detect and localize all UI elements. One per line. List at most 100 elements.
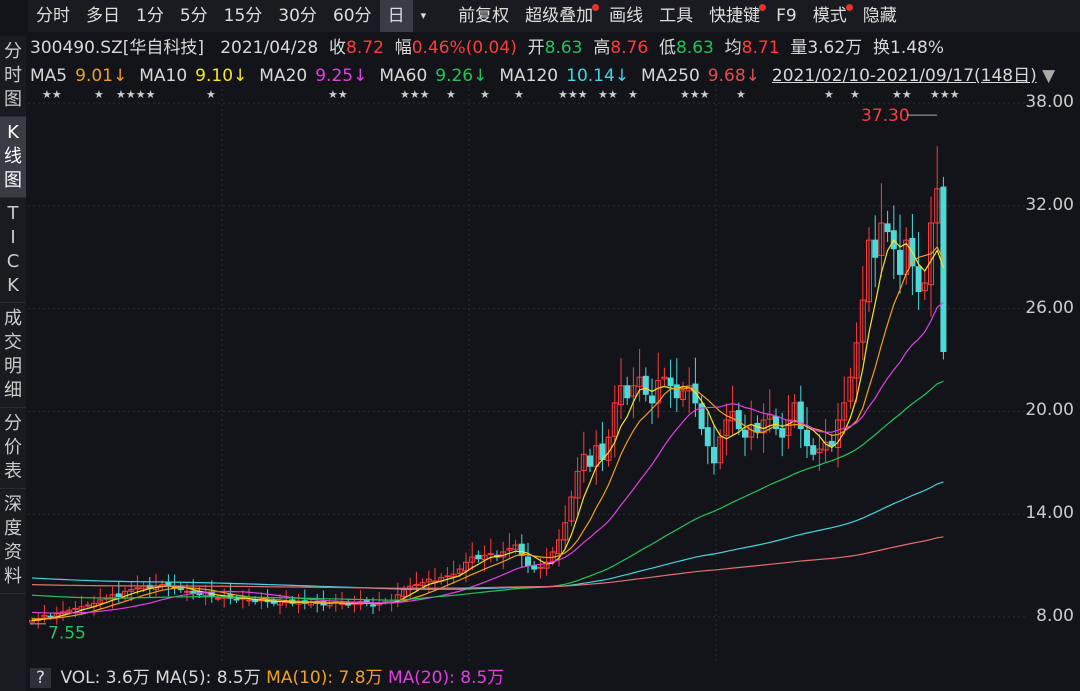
candle-body — [822, 441, 829, 451]
ma-value: 10.14↓ — [566, 66, 630, 86]
candle-body — [760, 419, 767, 434]
candle-body — [636, 376, 643, 388]
event-star-icon: ★★ — [598, 88, 618, 101]
stock-info-row: 300490.SZ[华自科技] 2021/04/28 收8.72 幅0.46%(… — [30, 33, 944, 58]
candle-body — [847, 376, 854, 402]
candle-body — [934, 188, 941, 224]
candle-body — [574, 470, 581, 499]
toolbar-item[interactable]: 模式 — [805, 0, 855, 32]
candle-body — [475, 554, 482, 560]
candle-body — [680, 390, 686, 400]
candle-body — [531, 565, 538, 570]
toolbar-item[interactable]: 分时 — [36, 6, 70, 26]
toolbar-item[interactable]: 前复权 — [458, 6, 510, 26]
kline-chart[interactable]: 37.307.55★★ ★ ★★★★ ★ ★★ ★★★ ★ ★ ★ ★★★ ★★ ★ ★★★ ★ ★ ★ ★★ ★… — [28, 84, 1080, 662]
event-star-icon: ★★★ — [930, 88, 960, 101]
vol-value: 3.62万 — [807, 38, 863, 58]
avg-value: 8.71 — [741, 38, 780, 58]
toolbar-item[interactable]: 15分 — [223, 6, 263, 26]
change-label: 幅 — [394, 38, 412, 58]
candle-body — [97, 599, 104, 604]
candle-body — [897, 249, 903, 275]
event-star-icon: ★★★ — [680, 88, 710, 101]
event-star-icon: ★ — [514, 88, 524, 101]
ma-name: MA250 — [641, 66, 700, 86]
toolbar-item[interactable]: 快捷键 — [701, 0, 768, 32]
low-value: 8.63 — [675, 38, 714, 58]
candle-body — [506, 547, 513, 551]
vol-ma20: MA(20): 8.5万 — [387, 668, 505, 688]
notification-dot — [845, 4, 853, 11]
toolbar-item[interactable]: 画线 — [609, 6, 644, 26]
toolbar-item[interactable]: ▾ — [420, 9, 427, 22]
candle-body — [859, 299, 866, 343]
toolbar-item[interactable]: 超级叠加 — [517, 0, 601, 32]
candle-body — [487, 553, 494, 556]
candle-body — [184, 590, 190, 593]
candle-body — [109, 594, 116, 600]
toolbar-item[interactable]: 60分 — [332, 6, 372, 26]
event-star-icon: ★★★ — [400, 88, 430, 101]
candle-body — [413, 583, 420, 586]
toolbar-item[interactable]: 5分 — [179, 6, 208, 26]
candle-body — [630, 385, 637, 397]
toolbar-item[interactable]: 日 — [379, 0, 413, 32]
help-button[interactable]: ? — [30, 668, 52, 688]
candle-body — [481, 554, 488, 561]
candle-body — [115, 593, 122, 597]
ma-value: 9.68↓ — [707, 66, 760, 86]
toolbar-item[interactable]: 多日 — [86, 6, 120, 26]
date-range[interactable]: 2021/02/10-2021/09/17(148日) — [771, 66, 1037, 86]
open-value: 8.63 — [544, 38, 583, 58]
candle-body — [742, 429, 748, 438]
sidebar-tab[interactable]: 分 时 图 — [0, 36, 26, 117]
vol-label: 量 — [790, 38, 808, 58]
candle-body — [202, 592, 209, 597]
candle-body — [450, 573, 457, 578]
sidebar-tab[interactable]: T I C K — [0, 198, 26, 303]
sidebar-tab[interactable]: K 线 图 — [0, 117, 26, 198]
range-dropdown-icon[interactable]: ▼ — [1036, 66, 1056, 86]
candle-body — [853, 342, 860, 379]
candle-body — [797, 401, 804, 430]
ma10-line — [32, 245, 944, 620]
candle-body — [78, 606, 85, 610]
sidebar-tab[interactable]: 分 价 表 — [0, 408, 26, 489]
event-star-icon: ★ — [824, 88, 834, 101]
min-price-label: 7.55 — [48, 624, 86, 644]
candle-body — [779, 428, 786, 438]
candle-body — [866, 239, 872, 303]
toolbar-item[interactable]: F9 — [776, 6, 797, 26]
candle-body — [66, 609, 73, 613]
sidebar-tab[interactable]: 成 交 明 细 — [0, 303, 26, 408]
candle-body — [425, 578, 432, 583]
toolbar-item[interactable]: 1分 — [136, 6, 164, 26]
event-star-icon: ★ — [446, 88, 456, 101]
low-label: 低 — [658, 38, 676, 58]
candle-body — [469, 556, 476, 563]
toolbar-item[interactable]: 隐藏 — [862, 6, 897, 26]
sidebar-tab[interactable]: 深 度 资 料 — [0, 489, 26, 594]
candle-body — [456, 568, 463, 574]
candle-body — [518, 543, 525, 556]
vol-ma5: MA(5): 8.5万 — [155, 668, 261, 688]
avg-label: 均 — [724, 38, 742, 58]
open-label: 开 — [527, 38, 545, 58]
candle-body — [723, 419, 730, 436]
candle-body — [84, 604, 91, 607]
ma60-line — [31, 380, 944, 601]
period-toolbar: 分时 多日 1分 5分 15分 30分 60分日 ▾ 前复权 超级叠加 画线 工具 快捷键 F9 模式 隐藏 — [28, 0, 1080, 32]
close-label: 收 — [329, 38, 347, 58]
event-star-icon: ★ — [206, 88, 216, 101]
max-price-label: 37.30 — [861, 106, 910, 126]
candle-body — [711, 446, 717, 464]
candle-body — [773, 416, 779, 430]
event-star-icon: ★★★ — [558, 88, 588, 101]
candle-body — [940, 186, 947, 352]
toolbar-item[interactable]: 工具 — [659, 6, 694, 26]
toolbar-item[interactable]: 30分 — [278, 6, 317, 26]
change-value: 0.46%(0.04) — [411, 38, 517, 58]
ma-value: 9.01↓ — [75, 66, 128, 86]
ma-value: 9.25↓ — [315, 66, 368, 86]
